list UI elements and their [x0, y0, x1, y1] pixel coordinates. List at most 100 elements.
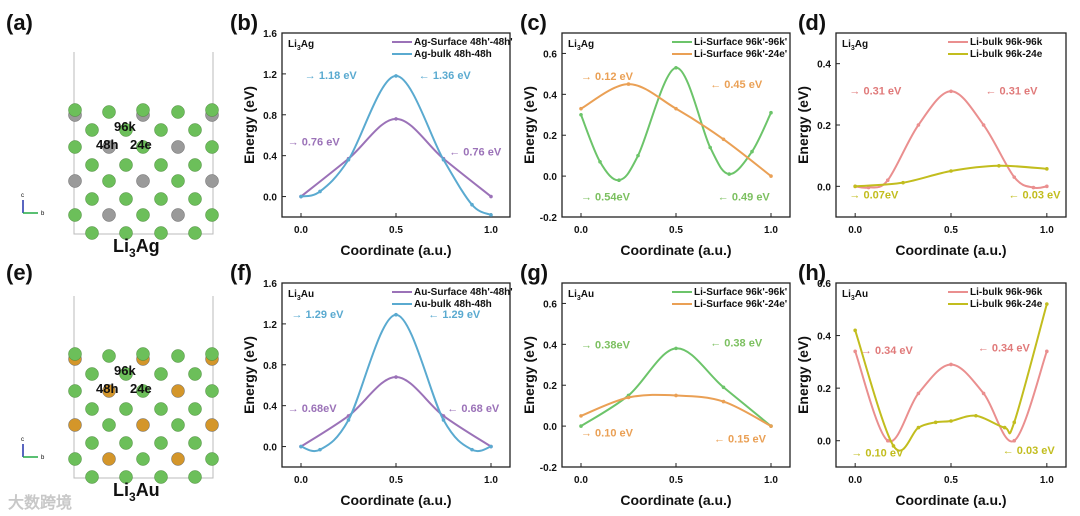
y-tick-label: 0.4: [263, 402, 277, 413]
data-point: [674, 346, 678, 351]
host-atom: [171, 208, 185, 222]
data-point: [318, 189, 322, 194]
x-tick-label: 1.0: [484, 475, 498, 486]
li-atom: [119, 367, 133, 381]
data-point: [901, 180, 905, 185]
x-tick-label: 1.0: [484, 225, 498, 236]
li-atom: [205, 384, 219, 398]
li-atom: [188, 123, 202, 137]
y-tick-label: 1.2: [263, 320, 277, 331]
chart-f: 0.0 0.5 1.0 0.0 0.4 0.8 1.2 1.6 Coordinate (a.u.…: [241, 279, 513, 508]
legend-entry: Li-bulk 96k-96k: [970, 37, 1043, 48]
chart-h: 0.0 0.5 1.0 0.0 0.2 0.4 0.6 Coordinate (a.u.) En…: [795, 279, 1067, 508]
barrier-annotation: → 0.10 eV: [851, 447, 904, 459]
li-atom: [102, 349, 116, 363]
y-tick-label: 0.6: [543, 299, 557, 310]
data-point: [489, 444, 493, 449]
name-part: Ag: [301, 39, 314, 50]
name-subscript: 3: [851, 45, 855, 52]
structure-title: Li3Ag: [113, 236, 160, 260]
plot-frame: [281, 32, 511, 218]
data-point: [489, 194, 493, 199]
li-atom: [85, 123, 99, 137]
li-atom: [154, 436, 168, 450]
li-atom: [68, 208, 82, 222]
panel-label: (b): [230, 10, 258, 35]
y-tick-label: 0.0: [543, 422, 557, 433]
x-axis-title: Coordinate (a.u.): [895, 492, 1006, 508]
name-subscript: 3: [297, 295, 301, 302]
x-tick-label: 0.5: [389, 225, 403, 236]
x-tick-label: 1.0: [764, 225, 778, 236]
y-tick-label: -0.2: [540, 213, 558, 224]
barrier-annotation: ← 0.38 eV: [710, 337, 763, 349]
name-subscript: 3: [297, 45, 301, 52]
y-tick-label: 0.8: [263, 111, 277, 122]
data-point: [750, 149, 754, 154]
li-atom: [188, 192, 202, 206]
x-tick-label: 0.5: [944, 225, 958, 236]
li-atom: [205, 103, 219, 117]
x-tick-label: 1.0: [1040, 225, 1054, 236]
li-atom: [102, 105, 116, 119]
li-atom: [205, 452, 219, 466]
host-atom: [171, 384, 185, 398]
y-tick-label: 0.0: [817, 437, 831, 448]
site-label-48h: 48h: [96, 137, 118, 152]
name-part: Li: [288, 289, 297, 300]
li-atom: [154, 158, 168, 172]
axis-b-label: b: [41, 211, 45, 217]
data-point: [721, 399, 726, 404]
li-atom: [85, 470, 99, 484]
name-part: Au: [301, 289, 314, 300]
y-tick-label: 0.2: [543, 131, 557, 142]
y-tick-label: 0.0: [543, 172, 557, 183]
panel-label: (g): [520, 260, 548, 285]
li-atom: [205, 347, 219, 361]
data-point: [394, 74, 398, 78]
y-tick-label: 1.6: [263, 279, 277, 290]
axis-b-label: b: [41, 455, 45, 461]
name-part: Au: [855, 289, 868, 300]
y-tick-label: 0.2: [817, 121, 831, 132]
li-atom: [136, 103, 150, 117]
li-atom: [188, 367, 202, 381]
barrier-annotation: → 0.07eV: [849, 190, 899, 202]
data-point: [853, 349, 857, 354]
data-point: [853, 328, 857, 333]
barrier-annotation: → 0.68eV: [288, 403, 338, 415]
data-point: [299, 444, 303, 449]
y-tick-label: 0.6: [543, 49, 557, 60]
data-point: [598, 160, 602, 164]
legend-entry: Ag-Surface 48h'-48h': [414, 37, 513, 48]
axis-c-label: c: [21, 437, 24, 443]
host-atom: [68, 174, 82, 188]
data-point: [579, 112, 583, 117]
host-atom: [136, 418, 150, 432]
li-atom: [188, 402, 202, 416]
x-axis-title: Coordinate (a.u.): [340, 242, 451, 258]
li-atom: [171, 349, 185, 363]
y-tick-label: 0.4: [263, 152, 277, 163]
data-point: [949, 169, 953, 173]
li-atom: [188, 158, 202, 172]
y-tick-label: 1.2: [263, 70, 277, 81]
li-atom: [154, 123, 168, 137]
li-atom: [154, 402, 168, 416]
name-part: Li: [113, 480, 129, 500]
data-point: [853, 184, 857, 189]
y-tick-label: 0.2: [817, 384, 831, 395]
data-point: [1012, 420, 1017, 425]
y-tick-label: 0.4: [543, 340, 557, 351]
y-tick-label: -0.2: [540, 463, 558, 474]
li-atom: [85, 436, 99, 450]
series-line-1: [580, 83, 772, 177]
data-point: [933, 420, 938, 425]
data-point: [617, 178, 621, 182]
watermark: 大数跨境: [8, 493, 72, 512]
x-axis-title: Coordinate (a.u.): [620, 492, 731, 508]
material-label: Li3Au: [288, 289, 314, 302]
barrier-annotation: → 0.10 eV: [581, 427, 634, 439]
data-point: [727, 172, 731, 176]
